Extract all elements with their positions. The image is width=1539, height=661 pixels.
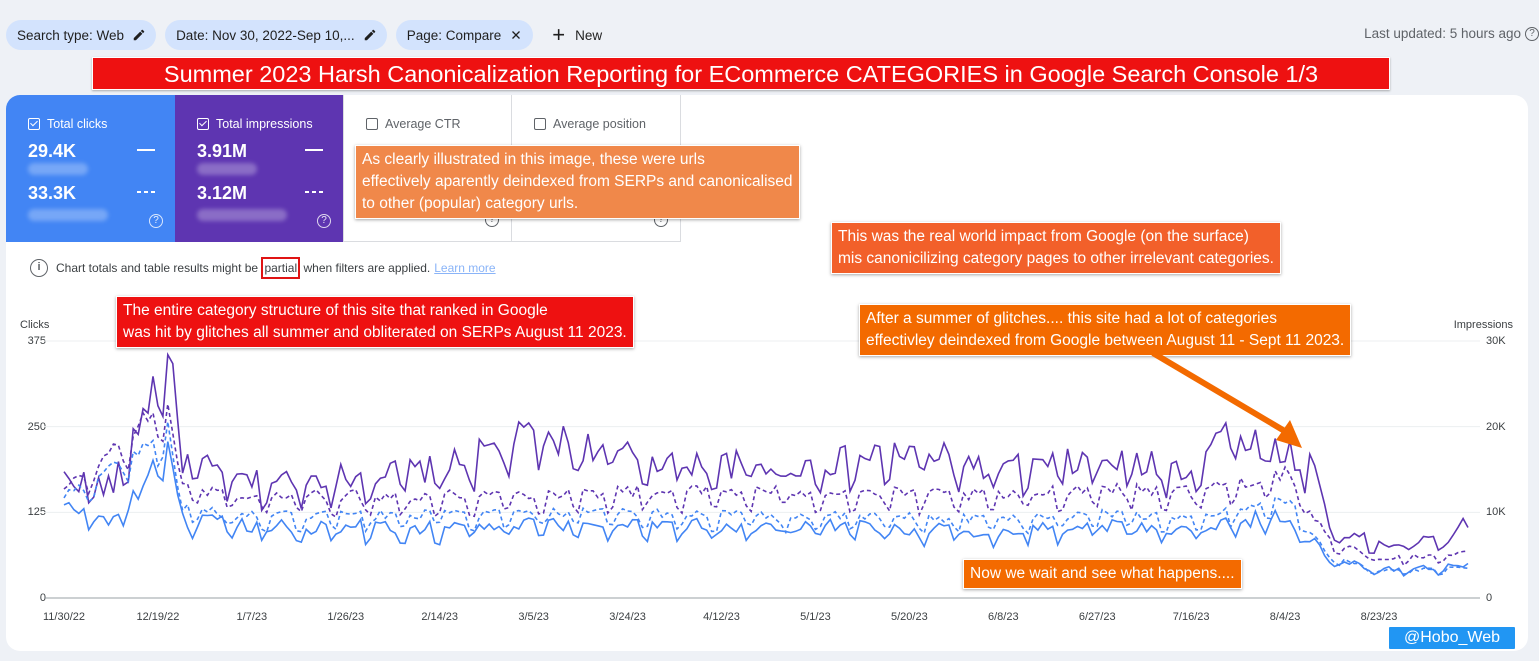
right-tick-label: 0 — [1486, 592, 1493, 604]
annotation-summer: After a summer of glitches.... this site… — [859, 304, 1352, 356]
annotation-line: This was the real world impact from Goog… — [838, 228, 1249, 245]
right-tick-label: 10K — [1486, 506, 1506, 519]
solid-line-icon — [137, 149, 155, 151]
annotation-line: effectively aparently deindexed from SER… — [362, 173, 793, 190]
x-tick-label: 5/1/23 — [800, 611, 831, 623]
notice-highlight: partial — [261, 257, 301, 279]
close-icon[interactable] — [509, 28, 523, 42]
last-updated-text: Last updated: 5 hours ago — [1364, 26, 1521, 41]
x-tick-label: 1/7/23 — [236, 611, 268, 623]
filter-bar: Search type: Web Date: Nov 30, 2022-Sep … — [6, 20, 602, 50]
annotation-line: After a summer of glitches.... this site… — [866, 310, 1277, 327]
help-icon[interactable]: ? — [317, 214, 331, 228]
x-tick-label: 6/27/23 — [1078, 611, 1116, 623]
chip-label: Date: Nov 30, 2022-Sep 10,... — [176, 27, 355, 43]
annotation-deindexed: As clearly illustrated in this image, th… — [355, 145, 800, 219]
left-tick-label: 125 — [27, 506, 46, 519]
series-line-0 — [63, 352, 1469, 555]
learn-more-link[interactable]: Learn more — [434, 261, 496, 275]
x-tick-label: 1/26/23 — [327, 611, 365, 623]
annotation-line: As clearly illustrated in this image, th… — [362, 151, 705, 168]
x-tick-label: 4/12/23 — [703, 611, 740, 623]
metric-label: Total impressions — [216, 117, 313, 131]
credit-badge: @Hobo_Web — [1388, 626, 1516, 650]
metric-card-clicks[interactable]: Total clicks 29.4K 33.3K ? — [6, 95, 175, 242]
x-tick-label: 3/24/23 — [609, 611, 646, 623]
annotation-line: mis canonicilizing category pages to oth… — [838, 250, 1274, 267]
pencil-icon[interactable] — [363, 28, 377, 42]
checkbox-icon[interactable] — [28, 118, 40, 130]
metric-card-impressions[interactable]: Total impressions 3.91M 3.12M ? — [175, 95, 343, 242]
x-tick-label: 8/23/23 — [1360, 611, 1398, 623]
notice-text: Chart totals and table results might be — [56, 261, 262, 275]
metric-compare-value: 3.12M — [197, 183, 248, 203]
redacted-blur — [28, 163, 88, 175]
dashed-line-icon — [137, 191, 155, 193]
x-tick-label: 3/5/23 — [518, 611, 549, 623]
new-filter-button[interactable]: + New — [542, 22, 603, 47]
x-tick-label: 11/30/22 — [42, 611, 85, 623]
help-icon[interactable]: ? — [149, 214, 163, 228]
metric-value: 3.91M — [197, 141, 248, 161]
chip-page[interactable]: Page: Compare — [395, 20, 534, 50]
new-label: New — [575, 27, 603, 43]
chip-label: Page: Compare — [406, 27, 502, 43]
checkbox-icon[interactable] — [366, 118, 378, 130]
notice-text: when filters are applied. — [300, 261, 431, 275]
x-tick-label: 7/16/23 — [1172, 611, 1210, 623]
metric-label: Average position — [553, 117, 646, 131]
left-axis-title: Clicks — [20, 319, 50, 331]
left-tick-label: 375 — [27, 335, 46, 347]
x-tick-label: 12/19/22 — [136, 611, 180, 623]
series-line-2 — [63, 441, 1469, 577]
annotation-line: was hit by glitches all summer and oblit… — [123, 324, 627, 341]
dashed-line-icon — [305, 191, 323, 193]
x-tick-label: 8/4/23 — [1269, 611, 1301, 623]
annotation-impact: This was the real world impact from Goog… — [831, 222, 1281, 274]
annotation-line: to other (popular) category urls. — [362, 195, 579, 212]
annotation-line: effectivley deindexed from Google betwee… — [866, 332, 1345, 349]
chip-label: Search type: Web — [17, 27, 125, 43]
right-tick-label: 30K — [1486, 335, 1506, 347]
left-tick-label: 250 — [27, 420, 46, 433]
left-tick-label: 0 — [39, 592, 46, 604]
chip-search-type[interactable]: Search type: Web — [6, 20, 157, 50]
annotation-structure: The entire category structure of this si… — [116, 296, 634, 348]
last-updated: Last updated: 5 hours ago ? — [1364, 26, 1539, 41]
series-line-1 — [63, 403, 1469, 567]
right-axis-title: Impressions — [1453, 319, 1513, 331]
title-banner: Summer 2023 Harsh Canonicalization Repor… — [92, 57, 1390, 90]
redacted-blur — [28, 209, 108, 221]
metric-compare-value: 33.3K — [28, 183, 77, 203]
metric-label: Total clicks — [47, 117, 108, 131]
checkbox-icon[interactable] — [197, 118, 209, 130]
metric-value: 29.4K — [28, 141, 77, 161]
right-tick-label: 20K — [1486, 420, 1506, 433]
x-tick-label: 5/20/23 — [891, 611, 928, 623]
chip-date[interactable]: Date: Nov 30, 2022-Sep 10,... — [165, 20, 387, 50]
solid-line-icon — [305, 149, 323, 151]
info-icon: i — [30, 259, 48, 277]
redacted-blur — [197, 163, 257, 175]
x-tick-label: 6/8/23 — [987, 611, 1019, 623]
plus-icon: + — [552, 22, 566, 47]
pencil-icon[interactable] — [132, 28, 146, 42]
redacted-blur — [197, 209, 287, 221]
help-icon[interactable]: ? — [1525, 26, 1539, 41]
annotation-line: The entire category structure of this si… — [123, 302, 548, 319]
filter-notice: i Chart totals and table results might b… — [30, 257, 496, 279]
x-tick-label: 2/14/23 — [421, 611, 459, 623]
checkbox-icon[interactable] — [534, 118, 546, 130]
annotation-wait: Now we wait and see what happens.... — [963, 559, 1242, 589]
series-line-3 — [63, 421, 1469, 576]
metric-label: Average CTR — [385, 117, 461, 131]
